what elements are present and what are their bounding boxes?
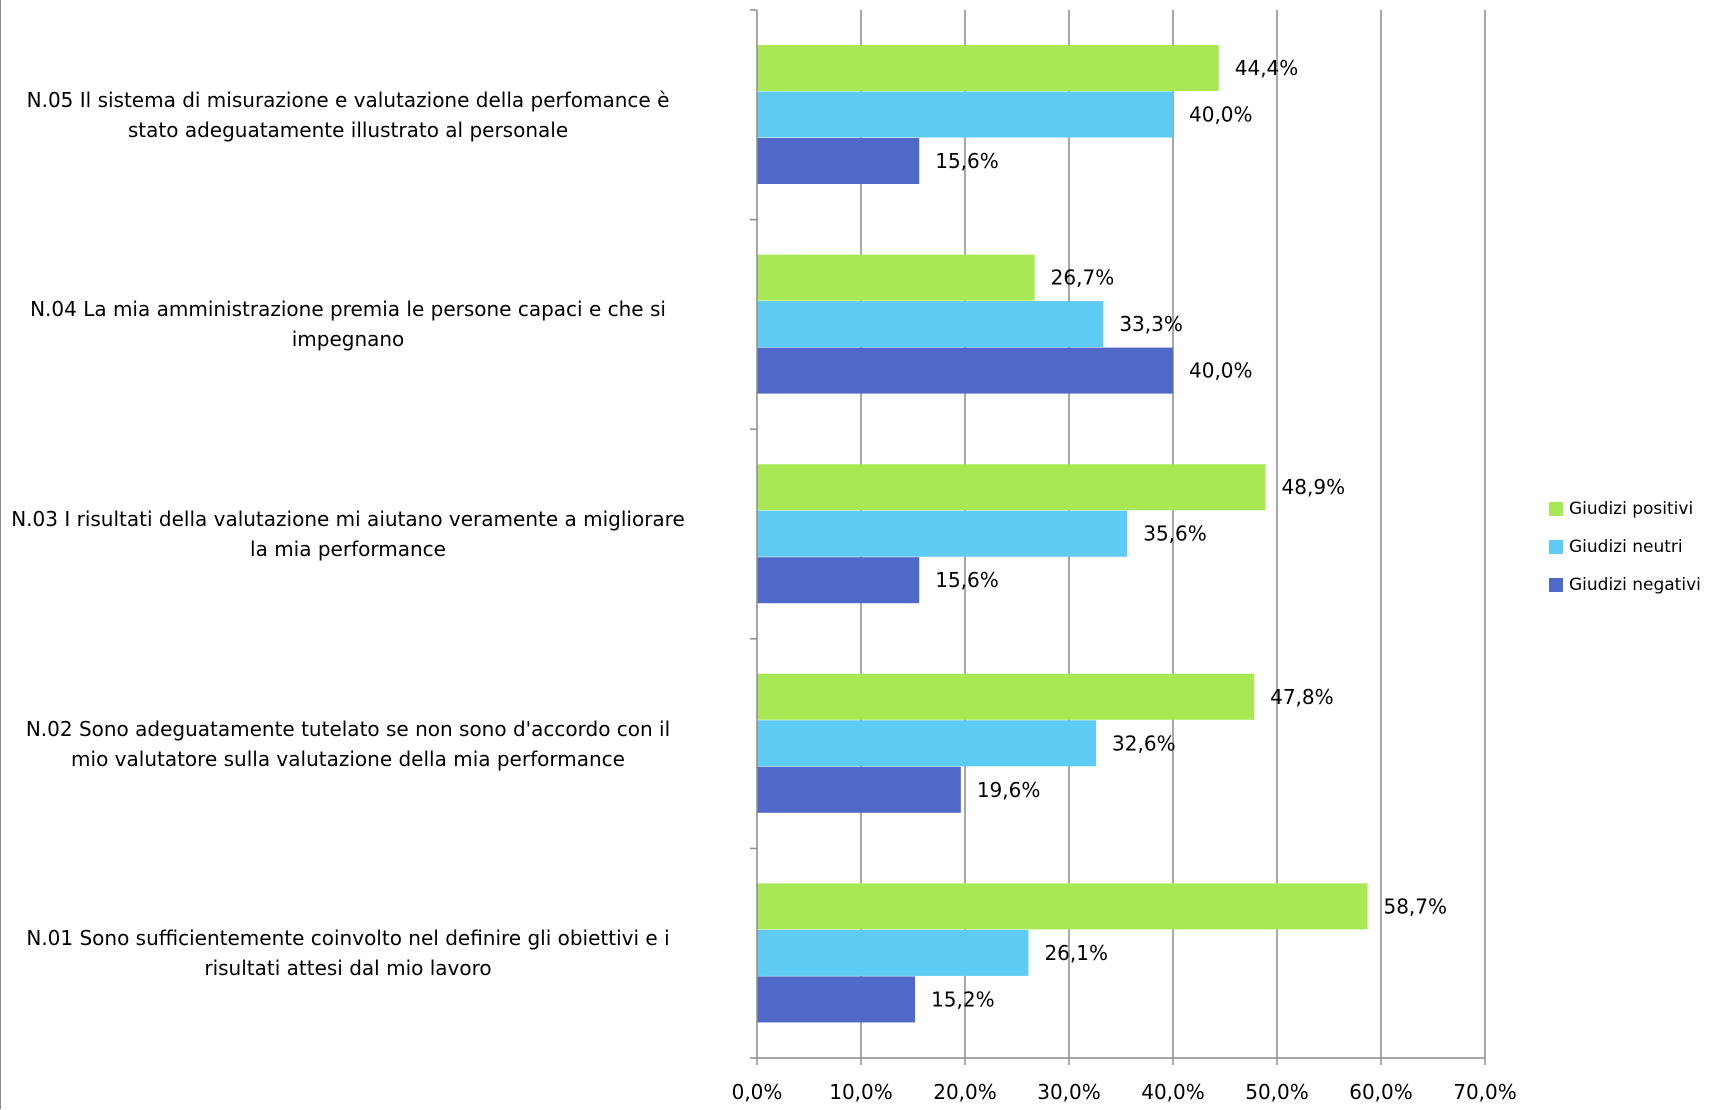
- bar: [757, 464, 1266, 511]
- data-label: 32,6%: [1112, 731, 1176, 755]
- x-tick-label: 0,0%: [732, 1080, 783, 1104]
- data-label: 19,6%: [977, 778, 1041, 802]
- legend-swatch: [1549, 540, 1563, 554]
- bar: [757, 45, 1219, 91]
- data-label: 35,6%: [1143, 522, 1207, 546]
- data-label: 47,8%: [1270, 685, 1334, 709]
- bar: [757, 883, 1368, 930]
- bar: [757, 510, 1128, 557]
- category-label: N.01 Sono sufficientemente coinvolto nel…: [26, 926, 670, 981]
- x-tick-label: 40,0%: [1141, 1080, 1205, 1104]
- legend-label: Giudizi negativi: [1569, 575, 1701, 595]
- category-label: N.04 La mia amministrazione premia le pe…: [30, 297, 666, 352]
- data-label: 33,3%: [1119, 312, 1183, 336]
- bar: [757, 347, 1173, 394]
- bar: [757, 976, 916, 1023]
- x-tick-label: 50,0%: [1245, 1080, 1309, 1104]
- data-label: 15,6%: [935, 149, 999, 173]
- data-label: 48,9%: [1282, 475, 1346, 499]
- legend-label: Giudizi positivi: [1569, 499, 1694, 519]
- bar: [757, 673, 1255, 720]
- category-label: N.03 I risultati della valutazione mi ai…: [11, 507, 685, 561]
- legend-swatch: [1549, 578, 1563, 592]
- bar: [757, 557, 920, 604]
- x-tick-label: 10,0%: [829, 1080, 893, 1104]
- data-label: 15,6%: [935, 568, 999, 592]
- bar: [757, 720, 1097, 767]
- x-tick-label: 20,0%: [933, 1080, 997, 1104]
- data-label: 44,4%: [1235, 56, 1299, 80]
- category-label: N.05 Il sistema di misurazione e valutaz…: [26, 87, 670, 142]
- bar: [757, 766, 961, 813]
- data-label: 40,0%: [1189, 359, 1253, 383]
- data-label: 26,7%: [1051, 266, 1115, 290]
- x-tick-label: 70,0%: [1453, 1080, 1517, 1104]
- bar: [757, 929, 1029, 976]
- data-label: 58,7%: [1383, 894, 1447, 918]
- x-tick-label: 60,0%: [1349, 1080, 1413, 1104]
- x-tick-label: 30,0%: [1037, 1080, 1101, 1104]
- bar: [757, 91, 1173, 138]
- data-label: 26,1%: [1044, 941, 1108, 965]
- bar: [757, 254, 1035, 301]
- category-label: N.02 Sono adeguatamente tutelato se non …: [25, 716, 671, 771]
- legend-swatch: [1549, 502, 1563, 516]
- bar: [757, 301, 1104, 348]
- legend-label: Giudizi neutri: [1569, 537, 1683, 557]
- bar: [757, 138, 920, 184]
- data-label: 40,0%: [1189, 103, 1253, 127]
- data-label: 15,2%: [931, 987, 995, 1011]
